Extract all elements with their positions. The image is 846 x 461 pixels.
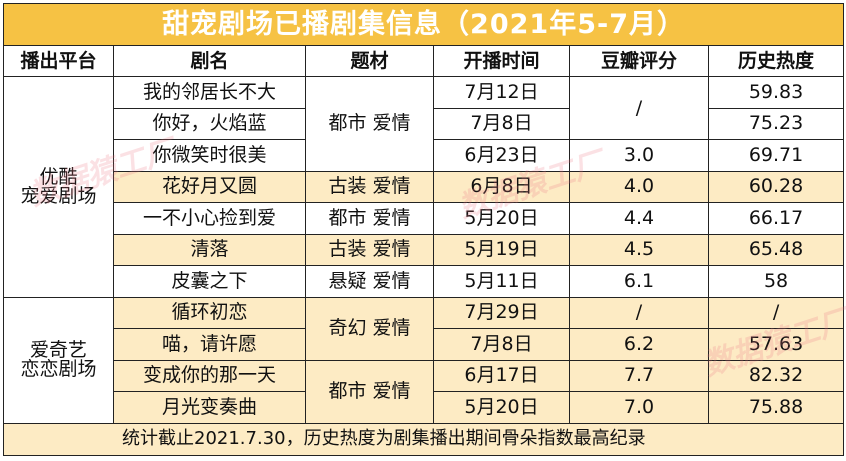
genre-cell: 都市 爱情 [305,76,434,172]
header-heat: 历史热度 [707,45,845,77]
table-row: 你微笑时很美 6月23日 3.0 69.71 [4,139,845,172]
douban-score: 4.5 [569,233,709,266]
douban-score: 7.7 [569,359,709,392]
heat-value: 69.71 [707,139,845,172]
table-footnote: 统计截止2021.7.30，历史热度为剧集播出期间骨朵指数最高纪录 [2,422,845,456]
heat-value: 59.83 [707,76,845,109]
header-name: 剧名 [113,45,306,77]
drama-name: 皮囊之下 [113,265,306,298]
table-row: 花好月又圆 古装 爱情 6月8日 4.0 60.28 [4,170,845,203]
air-date: 5月19日 [433,233,570,266]
platform-youku: 优酷 宠爱剧场 [3,76,114,298]
drama-name: 喵，请许愿 [113,328,306,361]
drama-name: 你好，火焰蓝 [113,107,306,140]
table-row: 一不小心捡到爱 都市 爱情 5月20日 4.4 66.17 [4,202,845,235]
heat-value: 60.28 [707,170,845,203]
drama-name: 我的邻居长不大 [113,76,306,109]
table-row: 皮囊之下 悬疑 爱情 5月11日 6.1 58 [4,265,845,298]
drama-name: 花好月又圆 [113,170,306,203]
air-date: 5月11日 [433,265,570,298]
heat-value: 65.48 [707,233,845,266]
header-score: 豆瓣评分 [569,45,709,77]
genre-cell: 悬疑 爱情 [305,265,434,298]
douban-score: 6.2 [569,328,709,361]
drama-name: 你微笑时很美 [113,139,306,172]
heat-value: 75.23 [707,107,845,140]
table-row: 变成你的那一天 都市 爱情 6月17日 7.7 82.32 [4,359,845,424]
drama-name: 循环初恋 [113,296,306,329]
genre-cell: 奇幻 爱情 [305,296,434,361]
genre-cell: 都市 爱情 [305,202,434,235]
douban-score: 6.1 [569,265,709,298]
header-date: 开播时间 [433,45,570,77]
air-date: 7月8日 [433,107,570,140]
douban-score: 4.4 [569,202,709,235]
genre-cell: 古装 爱情 [305,170,434,203]
table-row: 优酷 宠爱剧场 我的邻居长不大 都市 爱情 7月12日 / 59.83 [3,76,845,298]
air-date: 6月17日 [433,359,570,392]
douban-score: 3.0 [569,139,709,172]
air-date: 5月20日 [433,391,570,424]
genre-cell: 都市 爱情 [305,359,434,424]
drama-name: 清落 [113,233,306,266]
douban-score: 4.0 [569,170,709,203]
drama-name: 一不小心捡到爱 [113,202,306,235]
header-genre: 题材 [305,45,434,77]
genre-cell: 古装 爱情 [305,233,434,266]
drama-info-table: 甜宠剧场已播剧集信息（2021年5-7月） 播出平台 剧名 题材 开播时间 豆瓣… [2,3,845,456]
air-date: 6月23日 [433,139,570,172]
douban-score: / [569,296,709,329]
table-row: 你好，火焰蓝 7月8日 75.23 [4,107,845,140]
heat-value: 66.17 [707,202,845,235]
air-date: 5月20日 [433,202,570,235]
table-row: 月光变奏曲 5月20日 7.0 75.88 [4,391,845,424]
douban-score: / [569,76,709,140]
table-row: 清落 古装 爱情 5月19日 4.5 65.48 [4,233,845,266]
air-date: 7月8日 [433,328,570,361]
heat-value: 58 [707,265,845,298]
drama-name: 变成你的那一天 [113,359,306,392]
header-platform: 播出平台 [3,45,114,77]
heat-value: 57.63 [707,328,845,361]
air-date: 6月8日 [433,170,570,203]
table-row: 爱奇艺 恋恋剧场 循环初恋 奇幻 爱情 7月29日 / / [3,296,845,424]
table-title: 甜宠剧场已播剧集信息（2021年5-7月） [2,3,845,46]
platform-iqiyi: 爱奇艺 恋恋剧场 [3,296,114,424]
table-row: 喵，请许愿 7月8日 6.2 57.63 [4,328,845,361]
air-date: 7月12日 [433,76,570,109]
heat-value: 75.88 [707,391,845,424]
heat-value: / [707,296,845,329]
air-date: 7月29日 [433,296,570,329]
douban-score: 7.0 [569,391,709,424]
heat-value: 82.32 [707,359,845,392]
drama-name: 月光变奏曲 [113,391,306,424]
